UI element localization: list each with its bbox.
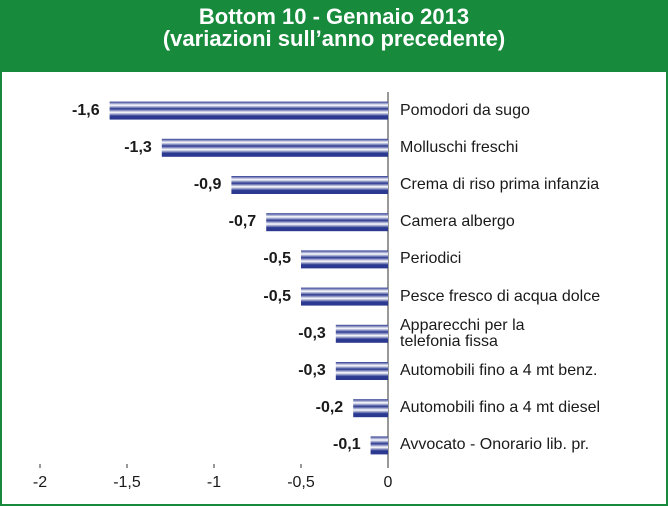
bar bbox=[335, 324, 388, 343]
category-label: Crema di riso prima infanzia bbox=[400, 176, 600, 193]
category-label: Molluschi freschi bbox=[400, 138, 519, 156]
chart-subtitle: (variazioni sull’anno precedente) bbox=[162, 26, 506, 51]
value-label: -0,5 bbox=[263, 250, 291, 268]
value-label: -0,3 bbox=[298, 324, 326, 342]
value-label: -1,6 bbox=[72, 101, 100, 119]
value-label: -0,3 bbox=[298, 362, 326, 379]
x-tick-label: -2 bbox=[32, 474, 48, 491]
bar bbox=[231, 176, 388, 194]
header: Bottom 10 - Gennaio 2013 (variazioni sul… bbox=[2, 2, 666, 72]
value-label: -0,9 bbox=[193, 176, 222, 193]
bar bbox=[301, 250, 388, 269]
bar bbox=[370, 436, 388, 455]
category-label: Automobili fino a 4 mt benz. bbox=[400, 362, 598, 379]
x-tick-label: -1,5 bbox=[113, 474, 141, 491]
value-label: -0,1 bbox=[333, 436, 361, 454]
bar bbox=[301, 287, 388, 306]
value-label: -0,5 bbox=[263, 287, 291, 305]
category-label: Automobili fino a 4 mt diesel bbox=[400, 399, 601, 417]
x-tick-label: -0,5 bbox=[287, 474, 315, 491]
bar bbox=[266, 213, 388, 232]
bar bbox=[335, 362, 388, 380]
bar bbox=[161, 138, 388, 157]
x-tick-label: 0 bbox=[383, 474, 393, 491]
bar bbox=[353, 399, 388, 418]
category-label: Avvocato - Onorario lib. pr. bbox=[400, 436, 590, 454]
bar bbox=[109, 101, 388, 120]
chart-title: Bottom 10 - Gennaio 2013 bbox=[198, 4, 470, 29]
value-label: -0,7 bbox=[228, 213, 257, 231]
value-label: -0,2 bbox=[315, 399, 344, 417]
x-tick-label: -1 bbox=[206, 474, 222, 491]
category-label: Apparecchi per la telefonia fissa bbox=[400, 316, 525, 350]
value-label: -1,3 bbox=[124, 138, 152, 156]
category-label: Camera albergo bbox=[400, 213, 515, 231]
category-label: Periodici bbox=[400, 250, 462, 268]
category-label: Pomodori da sugo bbox=[400, 101, 530, 119]
category-label: Pesce fresco di acqua dolce bbox=[400, 287, 601, 305]
